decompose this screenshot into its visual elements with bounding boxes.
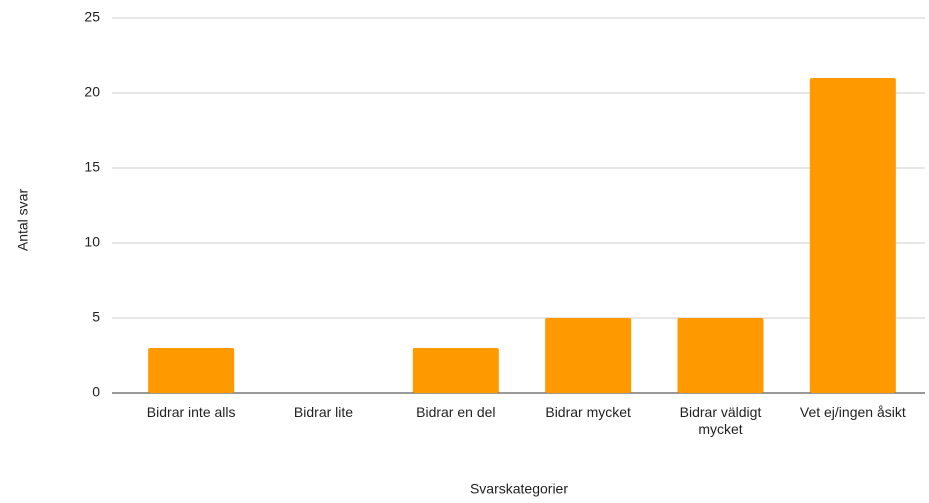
bar [148,348,235,393]
x-axis-title: Svarskategorier [470,481,568,497]
bar [809,78,896,393]
x-tick-label: Bidrar inte alls [146,404,236,420]
x-tick-label: Bidrar mycket [545,404,631,420]
x-tick-label: Bidrar en del [416,404,496,420]
y-tick-label: 15 [84,159,100,175]
y-axis-title: Antal svar [15,189,31,252]
y-tick-label: 5 [92,309,100,325]
bar [412,348,499,393]
bar [545,318,632,393]
y-tick-label: 10 [84,234,100,250]
y-tick-label: 0 [92,384,100,400]
x-tick-label: Vet ej/ingen åsikt [799,404,906,420]
x-tick-label: Bidrar lite [293,404,354,420]
bar [677,318,764,393]
y-tick-label: 20 [84,84,100,100]
y-tick-label: 25 [84,9,100,25]
x-tick-label: Bidrar väldigt mycket [679,404,762,437]
